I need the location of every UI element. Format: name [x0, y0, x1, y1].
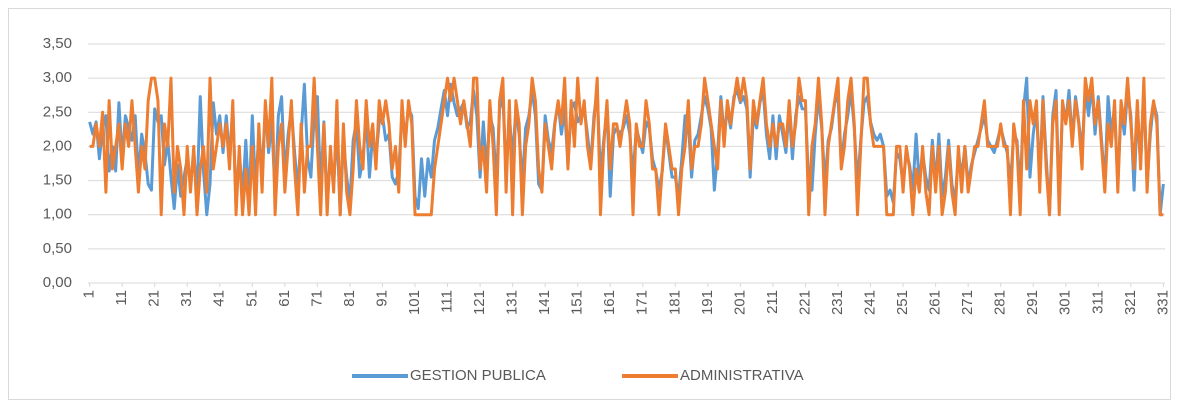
chart-border — [8, 8, 1171, 400]
legend-label: ADMINISTRATIVA — [680, 367, 804, 384]
x-tick-label: 131 — [504, 290, 521, 315]
x-tick-label: 21 — [146, 290, 163, 307]
y-tick-label: 1,50 — [43, 172, 72, 189]
x-tick-label: 201 — [731, 290, 748, 315]
x-tick-label: 11 — [113, 290, 130, 306]
x-tick-label: 251 — [894, 290, 911, 315]
x-tick-label: 331 — [1154, 290, 1171, 315]
line-series — [89, 76, 1164, 217]
x-tick-label: 271 — [959, 290, 976, 315]
x-tick-label: 181 — [666, 290, 683, 315]
x-tick-label: 121 — [471, 290, 488, 315]
x-tick-label: 1 — [81, 290, 98, 298]
x-tick-label: 321 — [1122, 290, 1139, 315]
x-tick-label: 311 — [1089, 290, 1106, 314]
y-tick-label: 0,50 — [43, 240, 72, 257]
y-tick-label: 3,00 — [43, 69, 72, 86]
x-tick-label: 301 — [1057, 290, 1074, 315]
legend-label: GESTION PUBLICA — [410, 367, 546, 384]
x-tick-label: 231 — [829, 290, 846, 315]
x-tick-label: 41 — [211, 290, 228, 307]
y-tick-label: 1,00 — [43, 206, 72, 223]
y-tick-label: 2,00 — [43, 137, 72, 154]
x-tick-label: 171 — [634, 290, 651, 315]
x-tick-label: 151 — [569, 290, 586, 315]
x-tick-label: 71 — [308, 290, 325, 307]
x-tick-label: 101 — [406, 290, 423, 315]
x-tick-label: 241 — [862, 290, 879, 315]
y-tick-label: 2,50 — [43, 103, 72, 120]
x-tick-label: 51 — [243, 290, 260, 307]
x-tick-label: 81 — [341, 290, 358, 307]
x-tick-label: 281 — [992, 290, 1009, 315]
x-tick-label: 211 — [764, 290, 781, 314]
x-tick-label: 191 — [699, 290, 716, 315]
y-tick-label: 3,50 — [43, 35, 72, 52]
x-tick-label: 161 — [601, 290, 618, 315]
x-tick-label: 31 — [178, 290, 195, 307]
x-tick-label: 291 — [1024, 290, 1041, 315]
x-tick-label: 61 — [276, 290, 293, 307]
x-tick-label: 111 — [439, 290, 456, 313]
x-tick-label: 221 — [796, 290, 813, 315]
x-tick-label: 141 — [536, 290, 553, 315]
x-tick-label: 91 — [373, 290, 390, 307]
x-tick-label: 261 — [927, 290, 944, 315]
y-tick-label: 0,00 — [43, 274, 72, 291]
